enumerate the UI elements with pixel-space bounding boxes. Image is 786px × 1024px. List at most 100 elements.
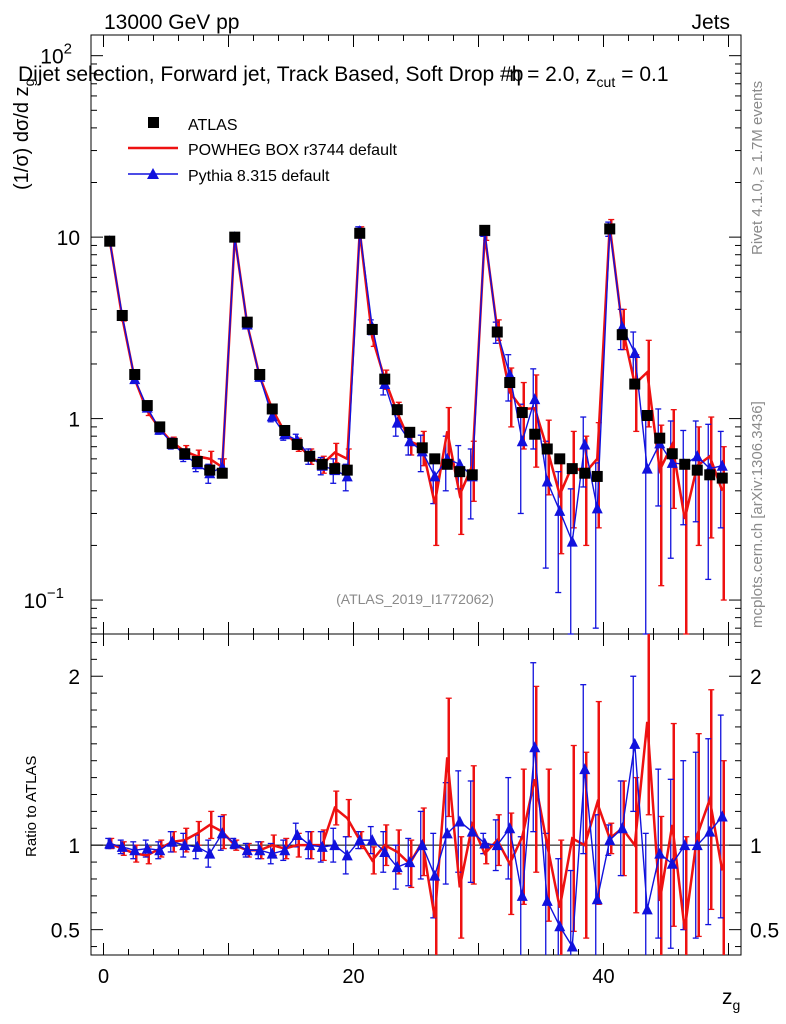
plot-title: Dijet selection, Forward jet, Track Base… [18,63,669,90]
ratio-pythia-point [366,834,378,846]
ratio-pythia-point [329,839,341,851]
atlas-point [229,231,241,243]
atlas-point [379,373,391,385]
main-y-tick-label-exp: 2 [64,41,72,58]
ratio-pythia-point [154,844,166,856]
x-tick-label: 40 [592,966,614,988]
ratio-y-tick-label: 0.5 [51,920,80,943]
ratio-pythia-point [616,822,628,834]
main-y-axis-label: (1/σ) dσ/d zg [11,79,37,190]
ratio-pythia-point [304,839,316,851]
atlas-point [466,469,478,481]
x-axis-label: zg [722,986,740,1013]
ratio-pythia-point [679,839,691,851]
ratio-pythia-point [466,825,478,837]
atlas-point [604,223,616,235]
atlas-point [216,467,228,479]
side-label-mcplots: mcplots.cern.ch [arXiv:1306.3436] [749,401,766,628]
ratio-pythia-point [591,893,603,905]
ratio-pythia-point [216,827,228,839]
atlas-point [341,464,353,476]
atlas-point [166,437,178,449]
x-axis-label-text: z [722,986,733,1009]
main-y-tick-label: 10 [57,227,80,250]
ratio-pythia-point [479,837,491,849]
ratio-pythia-point [691,839,703,851]
ratio-panel-marks [104,634,728,955]
legend-powheg-label: POWHEG BOX r3744 default [188,142,398,159]
atlas-point [616,329,628,341]
atlas-point [566,463,578,475]
ratio-pythia-point [516,889,528,901]
legend-atlas-marker [148,117,159,128]
pythia-point [616,320,628,332]
ratio-y-tick-label-right: 1 [750,835,762,858]
atlas-point [254,368,266,380]
legend-pythia-label: Pythia 8.315 default [188,168,330,185]
main-y-tick-label-base: 10 [57,227,80,250]
ratio-pythia-point [629,737,641,749]
pythia-point [666,456,678,468]
ratio-pythia-point [579,763,591,775]
pythia-point [541,475,553,487]
atlas-point [491,326,503,338]
ratio-pythia-point [391,861,403,873]
legend-atlas-label: ATLAS [188,117,238,134]
pythia-point [591,502,603,514]
atlas-point [516,407,528,419]
pythia-point [629,346,641,358]
atlas-point [366,323,378,335]
ratio-pythia-point [166,835,178,847]
ratio-pythia-point [204,847,216,859]
atlas-point [241,316,253,328]
ratio-y-tick-label: 2 [68,666,80,689]
atlas-point [191,456,203,468]
ratio-pythia-point [354,834,366,846]
plot-title-end: = 0.1 [621,63,668,86]
atlas-point [391,404,403,416]
ratio-pythia-point [666,857,678,869]
ratio-pythia-point [641,903,653,915]
ratio-pythia-point [654,847,666,859]
ratio-panel-frame [90,633,742,956]
atlas-point [304,450,316,462]
atlas-point [454,466,466,478]
ratio-pythia-point [404,856,416,868]
legend: ATLAS POWHEG BOX r3744 default Pythia 8.… [128,117,398,185]
ratio-pythia-point [254,844,266,856]
ratio-pythia-point [566,940,578,952]
atlas-point [154,421,166,433]
ratio-pythia-point [529,741,541,753]
pythia-point [579,438,591,450]
ratio-pythia-point [241,844,253,856]
pythia-point [691,450,703,462]
ratio-y-axis-label: Ratio to ATLAS [23,756,40,857]
atlas-point [679,458,691,470]
pythia-point [341,470,353,482]
main-y-tick-label: 102 [40,41,72,69]
ratio-pythia-point [416,839,428,851]
x-axis-label-sub: g [733,997,741,1013]
atlas-point [441,458,453,470]
atlas-point [204,464,216,476]
ratio-pythia-point [541,894,553,906]
pythia-point [429,470,441,482]
pythia-point [566,535,578,547]
ratio-pythia-point [379,845,391,857]
side-label-rivet: Rivet 4.1.0, ≥ 1.7M events [749,81,766,255]
pythia-point [266,410,278,422]
analysis-watermark: (ATLAS_2019_I1772062) [336,591,494,607]
pythia-point [404,435,416,447]
ratio-pythia-point [491,839,503,851]
plot-title-cut-sub: cut [597,74,616,90]
ratio-pythia-point [454,815,466,827]
plot-title-eta: η [509,63,521,86]
pythia-point [716,459,728,471]
header-left: 13000 GeV pp [104,11,239,34]
ratio-y-tick-label-right: 2 [750,666,762,689]
atlas-point [541,443,553,455]
pythia-point [391,416,403,428]
ratio-pythia-point [716,810,728,822]
